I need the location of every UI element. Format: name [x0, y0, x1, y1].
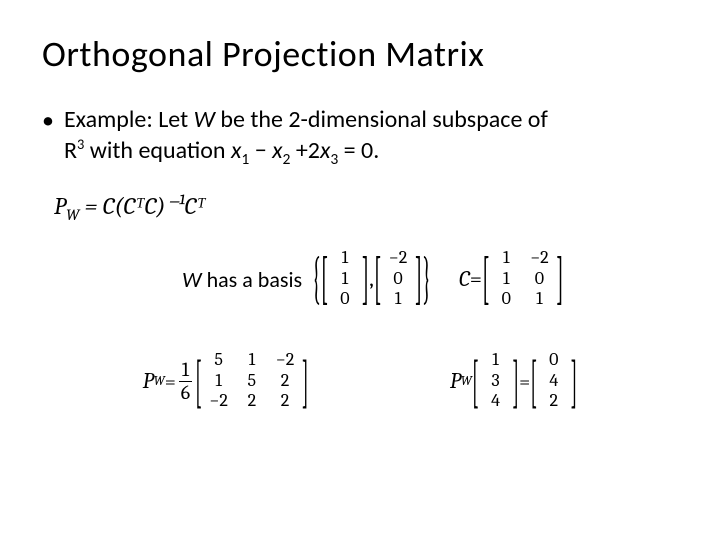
sub-W: W — [154, 374, 165, 389]
pw-applied: PW [ 1 3 4 ] = [ 0 4 2 ] — [450, 350, 578, 412]
col: 1 5 2 — [235, 350, 268, 412]
txt: with equation — [84, 136, 231, 165]
vector-v1: [ 1 1 0 ] — [321, 248, 370, 310]
cell: 0 — [527, 269, 552, 290]
cell: 1 — [332, 269, 357, 290]
cell: 1 — [494, 248, 519, 269]
matrix: [ 5 1 −2 1 5 2 −2 2 2 ] — [195, 350, 309, 412]
var-x: x — [272, 136, 282, 165]
bracket-l: [ — [482, 245, 490, 313]
bracket-l: [ — [321, 245, 329, 313]
bullet-text: Example: Let W be the 2-dimensional subs… — [64, 104, 548, 170]
bracket-r: ] — [302, 348, 309, 415]
page-title: Orthogonal Projection Matrix — [42, 32, 678, 76]
projection-formula: PW = C(CᵀC)⁻¹Cᵀ — [54, 192, 678, 224]
var-P: P — [54, 192, 66, 220]
cell: 1 — [494, 269, 519, 290]
bracket-r: ] — [556, 245, 564, 313]
cell: 0 — [385, 269, 410, 290]
cell: 1 — [385, 289, 410, 310]
bracket-r: ] — [415, 245, 423, 313]
sub-W: W — [66, 206, 79, 224]
txt: R — [64, 136, 77, 165]
var-P: P — [143, 368, 154, 394]
cell: 5 — [239, 371, 264, 392]
bracket-l: [ — [472, 348, 479, 415]
txt: = 0. — [338, 136, 379, 165]
eq: = — [470, 266, 482, 292]
var-x: x — [320, 136, 330, 165]
var-P: P — [450, 368, 461, 394]
cell: 1 — [527, 289, 552, 310]
frac-den: 6 — [181, 382, 190, 403]
col: −2 2 2 — [268, 350, 301, 412]
col: 5 1 −2 — [202, 350, 235, 412]
col: −2 0 1 — [381, 248, 414, 310]
cell: 2 — [272, 371, 297, 392]
var-C: C — [459, 266, 470, 292]
sub-W: W — [461, 374, 472, 389]
col: 1 1 0 — [328, 248, 361, 310]
txt: − — [249, 136, 272, 165]
fraction: 1 6 — [179, 360, 192, 403]
txt: be the 2-dimensional subspace of — [215, 105, 548, 134]
var-W: W — [182, 266, 202, 293]
matrix: [ 1 1 0 −2 0 1 ] — [482, 248, 564, 310]
cell: 0 — [541, 350, 566, 371]
cell: −2 — [206, 391, 231, 412]
txt: has a basis — [202, 266, 303, 293]
cell: 2 — [239, 391, 264, 412]
brace-r: } — [422, 245, 431, 313]
txt: Example: Let — [64, 105, 194, 134]
eq: = — [165, 370, 176, 393]
cell: 0 — [332, 289, 357, 310]
bracket-l: [ — [195, 348, 202, 415]
cell: 4 — [483, 391, 508, 412]
cell: −2 — [385, 248, 410, 269]
cell: −2 — [527, 248, 552, 269]
slide-container: Orthogonal Projection Matrix • Example: … — [0, 0, 720, 444]
brace-l: { — [312, 245, 321, 313]
basis-label: W has a basis — [182, 266, 302, 293]
cell: 5 — [206, 350, 231, 371]
bracket-l: [ — [530, 348, 537, 415]
col: 1 3 4 — [479, 350, 512, 412]
cell: 2 — [272, 391, 297, 412]
vector-v2: [ −2 0 1 ] — [374, 248, 423, 310]
bullet-item: • Example: Let W be the 2-dimensional su… — [42, 104, 678, 170]
bracket-r: ] — [362, 245, 370, 313]
vector-in: [ 1 3 4 ] — [472, 350, 519, 412]
col: 1 1 0 — [490, 248, 523, 310]
txt: +2 — [290, 136, 320, 165]
vector-out: [ 0 4 2 ] — [530, 350, 577, 412]
bracket-r: ] — [512, 348, 519, 415]
cell: 1 — [483, 350, 508, 371]
cell: 4 — [541, 371, 566, 392]
matrix-C: C = [ 1 1 0 −2 0 1 ] — [459, 248, 564, 310]
cell: 1 — [239, 350, 264, 371]
var-x: x — [231, 136, 241, 165]
basis-row: W has a basis { [ 1 1 0 ] , [ −2 0 1 — [182, 248, 678, 310]
cell: 1 — [332, 248, 357, 269]
eq: = — [519, 370, 530, 393]
cell: 1 — [206, 371, 231, 392]
cell: 2 — [541, 391, 566, 412]
basis-set: { [ 1 1 0 ] , [ −2 0 1 ] } — [312, 248, 431, 310]
bullet-dot: • — [42, 106, 54, 135]
cell: 3 — [483, 371, 508, 392]
cell: 0 — [494, 289, 519, 310]
bracket-l: [ — [374, 245, 382, 313]
formula-rhs: = C(CᵀC)⁻¹Cᵀ — [79, 192, 205, 220]
pw-matrix: PW = 1 6 [ 5 1 −2 1 5 2 −2 — [143, 350, 309, 412]
var-W: W — [194, 105, 215, 134]
col: −2 0 1 — [523, 248, 556, 310]
frac-num: 1 — [179, 360, 192, 382]
bracket-r: ] — [570, 348, 577, 415]
cell: −2 — [272, 350, 297, 371]
col: 0 4 2 — [537, 350, 570, 412]
result-row: PW = 1 6 [ 5 1 −2 1 5 2 −2 — [42, 350, 678, 412]
